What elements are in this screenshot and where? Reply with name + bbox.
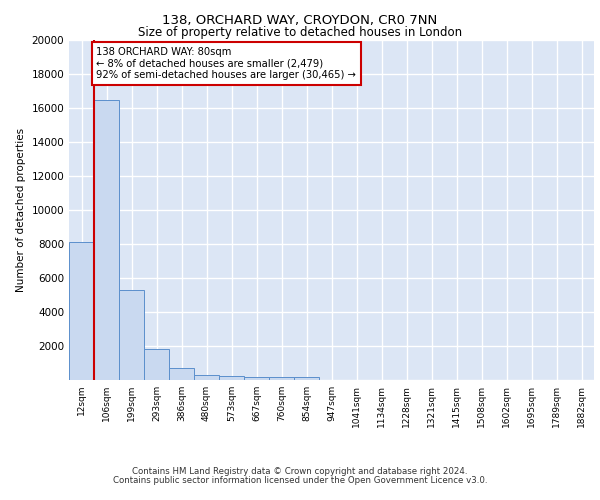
- Bar: [144, 348, 169, 380]
- Bar: [94, 100, 119, 380]
- Text: 138 ORCHARD WAY: 80sqm
← 8% of detached houses are smaller (2,479)
92% of semi-d: 138 ORCHARD WAY: 80sqm ← 8% of detached …: [97, 47, 356, 80]
- Bar: [119, 290, 144, 380]
- Text: Size of property relative to detached houses in London: Size of property relative to detached ho…: [138, 26, 462, 39]
- Bar: [269, 377, 294, 380]
- Bar: [69, 242, 94, 380]
- Bar: [244, 376, 269, 380]
- Text: Contains HM Land Registry data © Crown copyright and database right 2024.: Contains HM Land Registry data © Crown c…: [132, 467, 468, 476]
- Bar: [294, 378, 319, 380]
- Y-axis label: Number of detached properties: Number of detached properties: [16, 128, 26, 292]
- Bar: [169, 368, 194, 380]
- Text: 138, ORCHARD WAY, CROYDON, CR0 7NN: 138, ORCHARD WAY, CROYDON, CR0 7NN: [163, 14, 437, 27]
- Bar: [194, 375, 219, 380]
- Bar: [219, 376, 244, 380]
- Text: Contains public sector information licensed under the Open Government Licence v3: Contains public sector information licen…: [113, 476, 487, 485]
